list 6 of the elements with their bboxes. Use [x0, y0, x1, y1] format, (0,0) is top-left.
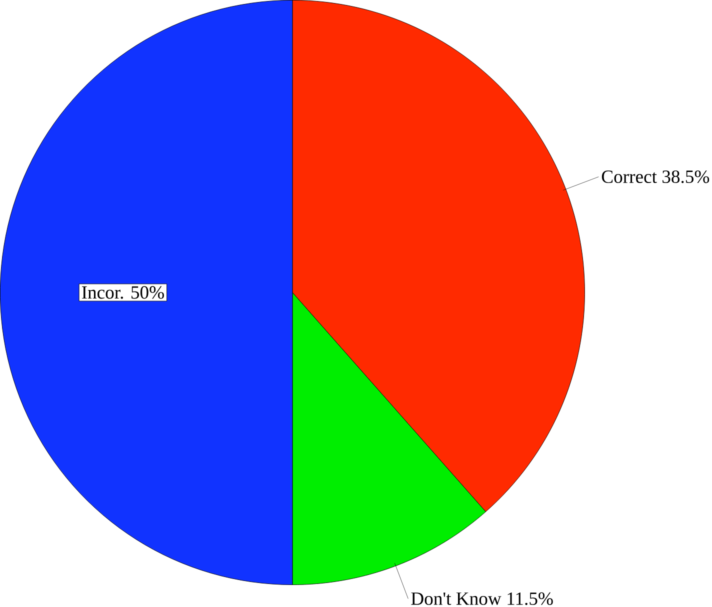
data-label: 50% — [132, 286, 164, 299]
data-label: 11.5% — [508, 592, 553, 605]
slice-label: Correct — [602, 170, 657, 183]
data-label: 38.5% — [662, 170, 710, 183]
slice-label: Don't Know — [411, 592, 502, 605]
slice-label: Incor. — [82, 286, 124, 299]
